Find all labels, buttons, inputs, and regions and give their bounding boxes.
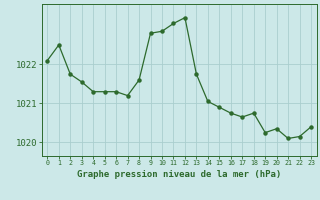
X-axis label: Graphe pression niveau de la mer (hPa): Graphe pression niveau de la mer (hPa) — [77, 170, 281, 179]
